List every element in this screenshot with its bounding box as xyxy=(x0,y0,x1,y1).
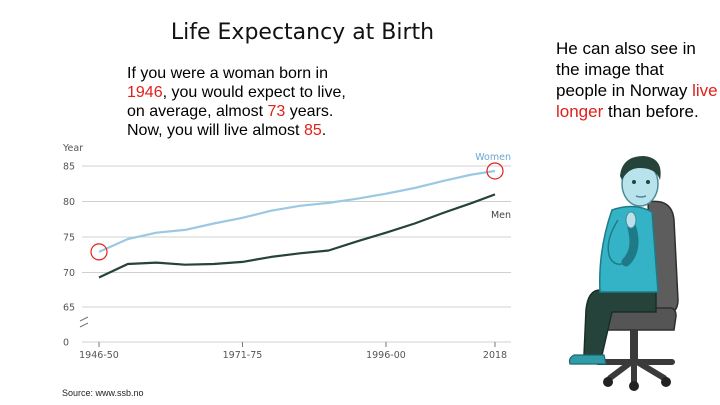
legend-label-men: Men xyxy=(491,210,511,221)
y-tick-label: 85 xyxy=(63,162,75,173)
eye xyxy=(632,180,636,184)
eye xyxy=(646,180,650,184)
intro-line-1: If you were a woman born in xyxy=(127,65,328,82)
chair-wheel xyxy=(603,377,613,387)
intro-line-4: Now, you will live almost xyxy=(127,122,304,139)
intro-age-now: 85 xyxy=(303,122,322,139)
chair-wheel xyxy=(629,381,639,391)
intro-line-3-end: years. xyxy=(285,103,334,120)
chair-base xyxy=(595,357,675,385)
x-tick-label: 1996-00 xyxy=(366,350,406,361)
intro-year: 1946 xyxy=(127,84,163,101)
side-note-highlight: live longer xyxy=(556,81,718,121)
annotation-layer xyxy=(90,162,504,261)
intro-age-then: 73 xyxy=(267,103,286,120)
side-note: He can also see in the image that people… xyxy=(556,38,718,122)
highlight-circle xyxy=(486,162,504,180)
slide-title: Life Expectancy at Birth xyxy=(170,20,435,45)
intro-line-2: , you would expect to live, xyxy=(162,84,346,101)
intro-line-3: on average, almost xyxy=(127,103,268,120)
grid-layer xyxy=(82,165,511,343)
series-line-men xyxy=(98,193,496,279)
mouth xyxy=(635,195,647,198)
shoe xyxy=(568,354,607,365)
y-tick-label: 75 xyxy=(63,233,75,244)
x-tick-label: 2018 xyxy=(483,350,507,361)
side-note-part-1: He can also see in the image that people… xyxy=(556,39,696,100)
forearm xyxy=(621,223,639,267)
trousers xyxy=(583,289,657,356)
y-axis-title: Year xyxy=(62,143,83,154)
y-tick-label: 70 xyxy=(63,268,75,279)
thinking-man-illustration xyxy=(568,156,679,391)
chair-wheel xyxy=(661,377,671,387)
series-line-women xyxy=(98,169,496,253)
intro-text: If you were a woman born in 1946, you wo… xyxy=(127,64,407,140)
legend-label-women: Women xyxy=(475,152,511,163)
x-tick-label: 1971-75 xyxy=(223,350,263,361)
axis-layer: Year 0 65 70 75 80 85 1946-50 1971-75 1996-00 2018 xyxy=(62,143,507,361)
hand xyxy=(625,211,637,229)
y-tick-label: 0 xyxy=(63,338,69,349)
y-tick-label: 80 xyxy=(63,197,75,208)
side-note-part-2: than before. xyxy=(603,102,699,121)
chair-post xyxy=(630,330,638,360)
intro-line-4-end: . xyxy=(321,122,327,139)
hair xyxy=(620,156,661,180)
x-tick-label: 1946-50 xyxy=(79,350,119,361)
axis-break-mark xyxy=(79,316,89,328)
series-layer: Women Men xyxy=(98,152,511,279)
source-note: Source: www.ssb.no xyxy=(62,388,144,398)
highlight-circle xyxy=(90,243,108,261)
y-tick-label: 65 xyxy=(63,303,75,314)
